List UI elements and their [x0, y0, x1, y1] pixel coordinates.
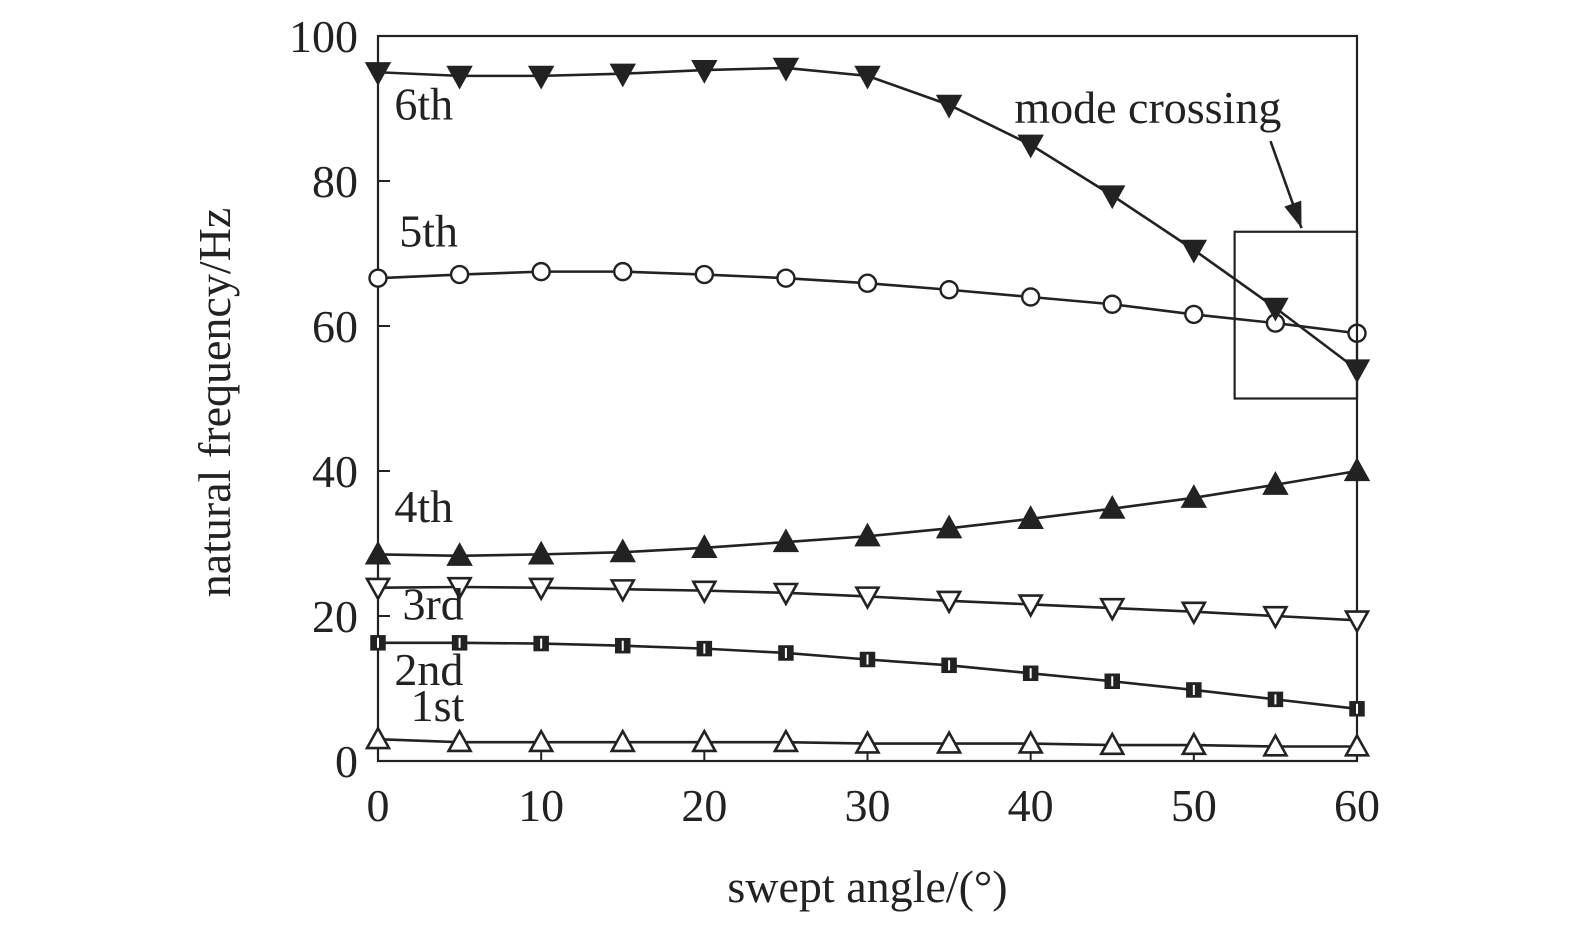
- y-tick-label-40: 40: [312, 446, 358, 497]
- point-5th-10: [531, 261, 551, 282]
- series-label-2nd: 2nd: [394, 644, 463, 695]
- point-1st-55: [1262, 732, 1289, 757]
- series-label-3rd: 3rd: [402, 579, 463, 630]
- series-label-4th: 4th: [394, 481, 453, 532]
- point-1st-50: [1180, 731, 1208, 756]
- y-tick-label-20: 20: [312, 591, 358, 642]
- point-6th-35: [935, 94, 963, 119]
- point-5th-25: [776, 268, 796, 288]
- point-3rd-25: [772, 582, 800, 607]
- point-1st-10: [527, 728, 555, 753]
- point-6th-40: [1017, 134, 1044, 159]
- point-4th-60: [1343, 457, 1371, 482]
- series-group: [364, 57, 1371, 757]
- point-1st-60: [1343, 732, 1371, 757]
- series-2nd: [370, 635, 1365, 717]
- point-3rd-30: [854, 586, 881, 611]
- point-3rd-55: [1262, 605, 1289, 630]
- point-6th-0: [364, 62, 392, 86]
- point-4th-15: [609, 538, 636, 563]
- point-1st-30: [854, 729, 881, 754]
- point-1st-0: [364, 725, 392, 750]
- ticks-group: 0 10 20 30 40 50 60 0 20 40 60 80 100: [289, 11, 1380, 831]
- series-5th: [368, 261, 1367, 343]
- point-4th-50: [1180, 484, 1208, 508]
- y-tick-label-0: 0: [335, 736, 358, 787]
- point-5th-35: [939, 280, 959, 300]
- point-4th-35: [935, 514, 963, 539]
- point-6th-20: [691, 59, 718, 84]
- point-4th-30: [854, 522, 881, 547]
- point-4th-10: [527, 540, 555, 565]
- point-3rd-15: [609, 579, 636, 603]
- point-4th-40: [1017, 505, 1044, 529]
- series-4th: [364, 457, 1371, 566]
- x-tick-label-20: 20: [681, 780, 727, 831]
- point-6th-45: [1099, 185, 1126, 210]
- point-1st-5: [446, 728, 473, 753]
- point-3rd-0: [364, 577, 392, 602]
- point-1st-45: [1099, 731, 1126, 756]
- point-4th-20: [691, 534, 718, 558]
- series-6th: [364, 57, 1371, 384]
- point-5th-50: [1184, 304, 1204, 325]
- point-3rd-20: [691, 580, 718, 605]
- point-6th-55: [1262, 297, 1289, 322]
- point-5th-5: [449, 264, 470, 285]
- point-4th-45: [1099, 495, 1126, 519]
- x-tick-label-50: 50: [1171, 780, 1217, 831]
- point-5th-40: [1020, 287, 1041, 307]
- series-label-5th: 5th: [399, 205, 458, 256]
- x-tick-label-40: 40: [1008, 780, 1054, 831]
- point-3rd-60: [1343, 610, 1371, 635]
- point-6th-5: [446, 65, 473, 90]
- point-6th-10: [527, 65, 555, 90]
- x-tick-label-10: 10: [518, 780, 564, 831]
- x-tick-label-0: 0: [367, 780, 390, 831]
- point-4th-25: [772, 528, 800, 553]
- point-1st-35: [935, 729, 963, 754]
- x-tick-label-60: 60: [1334, 780, 1380, 831]
- point-6th-15: [609, 63, 636, 88]
- series-1st: [364, 725, 1371, 757]
- point-4th-0: [364, 540, 392, 565]
- point-3rd-10: [527, 577, 555, 602]
- x-tick-label-30: 30: [845, 780, 891, 831]
- annotation-box: [1233, 230, 1359, 400]
- series-label-1st: 1st: [411, 680, 465, 731]
- annotations-group: mode crossing: [1014, 82, 1359, 400]
- y-tick-label-80: 80: [312, 156, 358, 207]
- point-1st-40: [1017, 729, 1044, 754]
- annotation-arrowhead: [1284, 200, 1302, 229]
- point-3rd-45: [1099, 597, 1126, 622]
- y-tick-label-60: 60: [312, 301, 358, 352]
- point-1st-25: [772, 728, 800, 753]
- point-1st-20: [691, 728, 718, 753]
- annotation-text: mode crossing: [1014, 82, 1281, 133]
- point-4th-55: [1262, 471, 1289, 495]
- series-label-6th: 6th: [394, 78, 453, 129]
- point-3rd-40: [1017, 594, 1044, 619]
- point-5th-45: [1102, 294, 1122, 314]
- series-3rd: [364, 576, 1371, 635]
- y-tick-label-100: 100: [289, 11, 358, 62]
- point-5th-20: [694, 264, 715, 285]
- point-1st-15: [609, 728, 636, 753]
- point-6th-30: [854, 65, 881, 90]
- point-6th-50: [1180, 239, 1208, 264]
- point-6th-25: [772, 57, 800, 82]
- point-3rd-5: [446, 576, 473, 601]
- point-5th-15: [613, 261, 633, 282]
- point-3rd-50: [1180, 601, 1208, 626]
- point-5th-0: [368, 268, 388, 288]
- point-5th-30: [857, 273, 878, 293]
- point-4th-5: [446, 542, 473, 566]
- x-axis-title: swept angle/(°): [727, 861, 1007, 912]
- y-axis-title: natural frequency/Hz: [189, 208, 240, 598]
- point-3rd-35: [935, 590, 963, 615]
